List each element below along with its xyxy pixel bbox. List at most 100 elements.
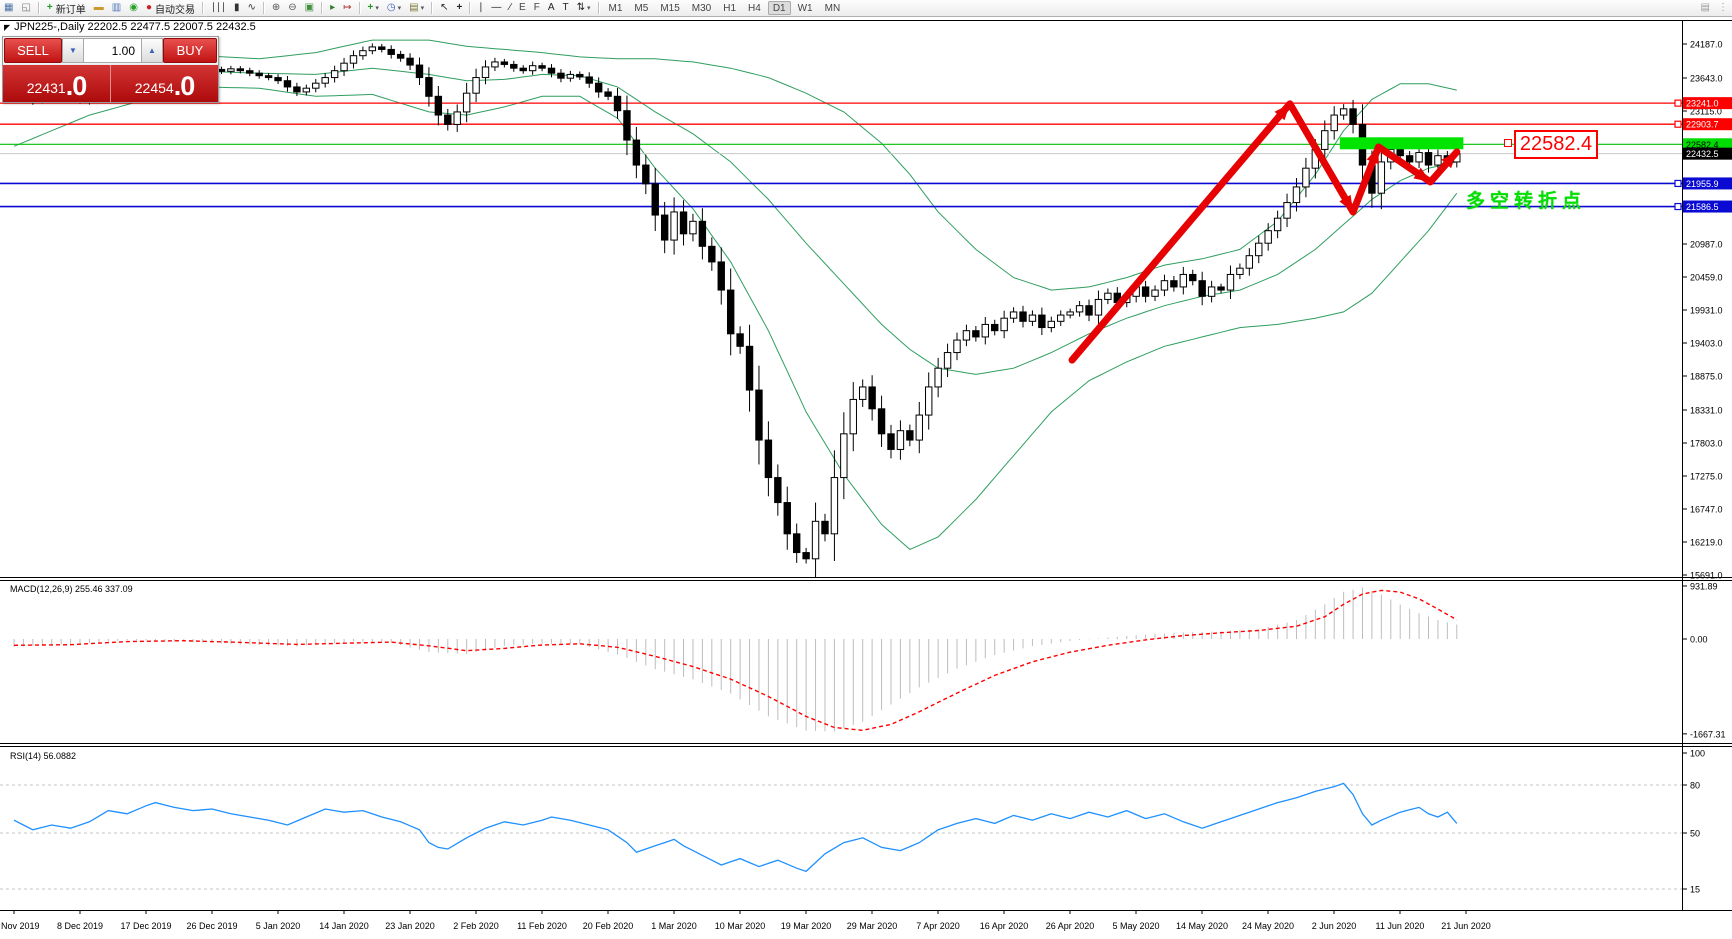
tile-windows-icon[interactable]: ▣ [302, 1, 317, 15]
candlestick-chart-icon[interactable]: ▮ [231, 1, 243, 15]
profile-preview-icon[interactable]: ◱ [18, 1, 33, 15]
svg-text:18875.0: 18875.0 [1690, 372, 1723, 382]
toolbar-group: ▸ ↦ [326, 0, 355, 16]
sell-price-main: 22431 [26, 80, 66, 96]
timeframe-mn[interactable]: MN [824, 2, 841, 14]
macd-label: MACD(12,26,9) 255.46 337.09 [10, 584, 133, 594]
vertical-line-button[interactable]: ∣ [475, 1, 486, 15]
arrows-icon: ⇅ [576, 2, 585, 13]
volume-increase-button[interactable]: ▲ [141, 38, 163, 63]
text-button[interactable]: A [545, 1, 558, 15]
equidistant-channel-button[interactable]: E [516, 1, 529, 15]
pane-borders [0, 20, 1732, 911]
sell-button[interactable]: SELL [4, 38, 62, 63]
chart-shift-icon[interactable]: ↦ [340, 1, 354, 15]
toolbar-group: ⊕ ⊖ ▣ [268, 0, 318, 16]
svg-text:17803.0: 17803.0 [1690, 439, 1723, 449]
rsi-label: RSI(14) 56.0882 [10, 751, 76, 761]
svg-text:17275.0: 17275.0 [1690, 472, 1723, 482]
signals-icon[interactable]: ◉ [126, 1, 141, 15]
timeframe-m1[interactable]: M1 [608, 2, 623, 14]
date-tick-label: 14 Jan 2020 [319, 921, 369, 931]
new-order-button[interactable]: + 新订单 [44, 1, 89, 16]
svg-text:22582.4: 22582.4 [1686, 140, 1719, 150]
templates-icon: ▤ [409, 2, 419, 13]
volume-decrease-button[interactable]: ▼ [62, 38, 84, 63]
svg-text:16219.0: 16219.0 [1690, 538, 1723, 548]
data-window-icon[interactable]: ▥ [109, 1, 124, 15]
price-callout-anchor[interactable] [1504, 139, 1512, 147]
date-tick-label: 16 Apr 2020 [980, 921, 1029, 931]
svg-text:21955.9: 21955.9 [1686, 179, 1719, 189]
charts-window-icon[interactable]: ▦ [1, 1, 16, 15]
horizontal-line-button[interactable]: — [488, 1, 504, 15]
svg-text:21586.5: 21586.5 [1686, 202, 1719, 212]
autotrading-button[interactable]: ● 自动交易 [143, 1, 198, 16]
templates-button[interactable]: ▤ ▾ [406, 1, 427, 15]
chart-shift-icon: ↦ [343, 2, 352, 13]
symbol-marker-icon: ◤ [4, 22, 11, 32]
crosshair-button[interactable]: + [454, 1, 466, 15]
zoom-in-icon[interactable]: ⊕ [269, 1, 283, 15]
svg-text:23115.0: 23115.0 [1690, 107, 1722, 117]
line-chart-icon[interactable]: ∿ [245, 1, 259, 15]
date-tick-label: 17 Dec 2019 [120, 921, 171, 931]
date-tick-label: 21 Jun 2020 [1441, 921, 1491, 931]
candlestick-chart-icon: ▮ [233, 2, 240, 13]
toolbar-separator [262, 2, 265, 14]
toolbar-group: ∣∣∣ ▮ ∿ [207, 0, 260, 16]
timeframe-h4[interactable]: H4 [748, 2, 761, 14]
sell-price[interactable]: 22431.0 [3, 65, 111, 102]
market-watch-icon[interactable]: ▬ [91, 1, 107, 15]
cursor-button[interactable]: ↖ [437, 1, 451, 15]
turning-point-text[interactable]: 多空转折点 [1466, 191, 1587, 212]
toolbar-separator [201, 2, 204, 14]
trendline-button[interactable]: ∕ [506, 1, 514, 15]
overflow-icon: ⋮ [1718, 2, 1728, 13]
zoom-out-icon[interactable]: ⊖ [285, 1, 299, 15]
buy-button[interactable]: BUY [163, 38, 217, 63]
timeframe-w1[interactable]: W1 [797, 2, 813, 14]
trend-arrows[interactable] [1068, 100, 1461, 364]
arrows-button[interactable]: ⇅ ▾ [574, 1, 594, 15]
svg-text:23643.0: 23643.0 [1690, 74, 1723, 84]
chevron-down-icon: ▾ [586, 5, 591, 12]
price-callout-label[interactable]: 22582.4 [1514, 130, 1598, 159]
horizontal-line-icon: — [491, 2, 502, 13]
bar-chart-icon[interactable]: ∣∣∣ [208, 1, 229, 15]
volume-input[interactable]: 1.00 [84, 38, 141, 63]
svg-text:-1667.31: -1667.31 [1690, 729, 1726, 739]
bid-ask-prices: 22431.0 22454.0 [3, 64, 218, 102]
buy-price[interactable]: 22454.0 [111, 65, 218, 102]
one-click-trading-panel: SELL ▼ 1.00 ▲ BUY 22431.0 22454.0 [2, 36, 219, 103]
chevron-down-icon: ▾ [397, 5, 402, 12]
support-zone-bar[interactable] [1339, 137, 1464, 150]
date-tick-label: 23 Jan 2020 [385, 921, 435, 931]
docking-icon[interactable]: ▤ [1698, 1, 1713, 15]
trendline-icon: ∕ [509, 2, 512, 13]
trade-controls-row: SELL ▼ 1.00 ▲ BUY [3, 37, 218, 64]
timeframe-d1[interactable]: D1 [767, 1, 791, 15]
indicators-icon: + [367, 2, 374, 13]
indicators-button[interactable]: + ▾ [365, 1, 382, 15]
timeframe-h1[interactable]: H1 [723, 2, 737, 14]
auto-scroll-icon[interactable]: ▸ [327, 1, 338, 15]
fibonacci-icon: F [533, 2, 540, 13]
toolbar-group: ▦ ◱ [0, 0, 35, 16]
signals-icon: ◉ [129, 2, 138, 13]
fibonacci-button[interactable]: F [531, 1, 543, 15]
toolbar-separator [321, 2, 324, 14]
vertical-line-icon: ∣ [478, 2, 484, 13]
periods-button[interactable]: ◷ ▾ [384, 1, 404, 15]
timeframe-m5[interactable]: M5 [634, 2, 649, 14]
autotrading-icon: ● [145, 2, 152, 13]
auto-scroll-icon: ▸ [330, 2, 336, 13]
overflow-icon[interactable]: ⋮ [1715, 1, 1731, 15]
charts-window-icon: ▦ [4, 2, 14, 13]
timeframe-m15[interactable]: M15 [660, 2, 680, 14]
date-tick-label: 8 Dec 2019 [57, 921, 103, 931]
text-label-button[interactable]: T [559, 1, 571, 15]
date-tick-label: 23 Nov 2019 [0, 921, 40, 931]
timeframe-m30[interactable]: M30 [691, 2, 712, 14]
